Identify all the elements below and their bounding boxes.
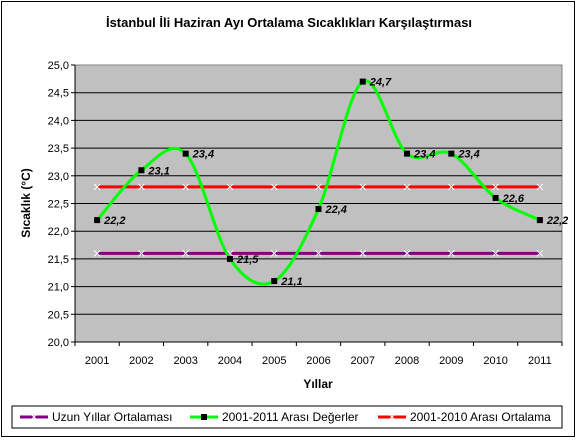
x-tick-label: 2004	[218, 355, 242, 367]
series-1: 22,2 23,1 23,4 21,5 21,1 22,4 24,7 23,4 23,4 22,6…	[94, 77, 568, 288]
y-tick-label: 21,5	[48, 254, 69, 266]
data-label: 23,1	[147, 165, 169, 177]
legend-label: 2001-2010 Arası Ortalama	[410, 410, 551, 424]
x-marker	[536, 183, 544, 191]
chart-title: İstanbul İli Haziran Ayı Ortalama Sıcakl…	[106, 15, 472, 30]
series-0	[93, 250, 544, 257]
x-axis-label: Yıllar	[303, 377, 333, 391]
x-marker	[270, 183, 278, 191]
x-marker	[270, 250, 278, 257]
x-marker	[403, 250, 411, 257]
square-marker	[448, 150, 455, 157]
y-tick-label: 25,0	[48, 60, 69, 72]
legend-label: Uzun Yıllar Ortalaması	[52, 410, 173, 424]
x-marker	[403, 183, 411, 191]
x-tick-label: 2005	[262, 355, 286, 367]
y-tick-label: 20,5	[48, 309, 69, 321]
x-tick-label: 2001	[85, 355, 109, 367]
x-marker	[447, 183, 455, 191]
square-marker	[226, 255, 233, 262]
x-marker	[138, 250, 145, 257]
x-marker	[226, 183, 234, 191]
data-label: 21,1	[280, 276, 302, 288]
data-label: 22,2	[103, 215, 125, 227]
legend-entry: 2001-2010 Arası Ortalama	[378, 410, 551, 424]
square-marker	[404, 150, 411, 157]
square-marker	[536, 217, 543, 224]
square-marker	[359, 78, 366, 85]
data-label: 23,4	[457, 149, 479, 161]
y-tick-label: 22,0	[48, 226, 69, 238]
x-axis-ticks: 2001 2002 2003 2004 2005 2006 2007 2008 2009 2010…	[74, 341, 563, 367]
x-marker	[93, 183, 101, 191]
x-marker	[93, 250, 101, 257]
x-marker	[492, 250, 499, 257]
data-label: 23,4	[192, 149, 214, 161]
gridlines	[75, 92, 562, 315]
data-label: 24,7	[369, 77, 392, 89]
x-tick-label: 2006	[306, 355, 330, 367]
x-marker	[138, 183, 145, 191]
square-marker	[201, 414, 207, 420]
y-axis-ticks: 20,0 20,5 21,0 21,5 22,0 22,5 23,0 23,5 24,0 24,5…	[48, 60, 76, 349]
legend-entry: Uzun Yıllar Ortalaması	[20, 410, 173, 424]
y-axis-label: Sıcaklık (°C)	[19, 168, 33, 238]
square-marker	[138, 167, 145, 174]
x-marker	[182, 250, 190, 257]
legend-box	[11, 405, 563, 429]
legend-entry: 2001-2011 Arası Değerler	[190, 410, 359, 424]
x-marker	[30, 413, 38, 421]
x-tick-label: 2007	[351, 355, 375, 367]
x-marker	[359, 183, 367, 191]
x-tick-label: 2010	[483, 355, 507, 367]
data-label: 22,6	[502, 193, 525, 205]
y-tick-label: 21,0	[48, 282, 69, 294]
data-label: 22,4	[325, 204, 347, 216]
square-marker	[182, 150, 189, 157]
x-marker	[182, 183, 190, 191]
y-tick-label: 24,5	[48, 88, 69, 100]
x-tick-label: 2011	[528, 355, 552, 367]
data-label: 22,2	[546, 215, 568, 227]
x-marker	[447, 250, 455, 257]
y-tick-label: 22,5	[48, 199, 69, 211]
legend: Uzun Yıllar Ortalaması 2001-2011 Arası De…	[11, 405, 563, 429]
x-tick-label: 2002	[129, 355, 153, 367]
series-2	[93, 183, 544, 191]
x-marker	[315, 183, 322, 191]
x-marker	[315, 250, 322, 257]
square-marker	[271, 278, 278, 285]
x-marker	[536, 250, 544, 257]
x-tick-label: 2003	[173, 355, 197, 367]
x-marker	[492, 183, 499, 191]
data-label: 23,4	[413, 149, 435, 161]
y-tick-label: 20,0	[48, 337, 69, 349]
series-layer: 22,2 23,1 23,4 21,5 21,1 22,4 24,7 23,4 23,4 22,6…	[93, 77, 568, 288]
x-tick-label: 2008	[395, 355, 419, 367]
legend-label: 2001-2011 Arası Değerler	[222, 410, 359, 424]
x-tick-label: 2009	[439, 355, 463, 367]
data-label: 21,5	[236, 254, 259, 266]
y-tick-label: 23,0	[48, 171, 69, 183]
square-marker	[492, 194, 499, 201]
square-marker	[94, 217, 101, 224]
x-marker	[388, 413, 396, 421]
square-marker	[315, 206, 322, 213]
y-tick-label: 23,5	[48, 143, 69, 155]
y-tick-label: 24,0	[48, 115, 69, 127]
x-marker	[359, 250, 367, 257]
